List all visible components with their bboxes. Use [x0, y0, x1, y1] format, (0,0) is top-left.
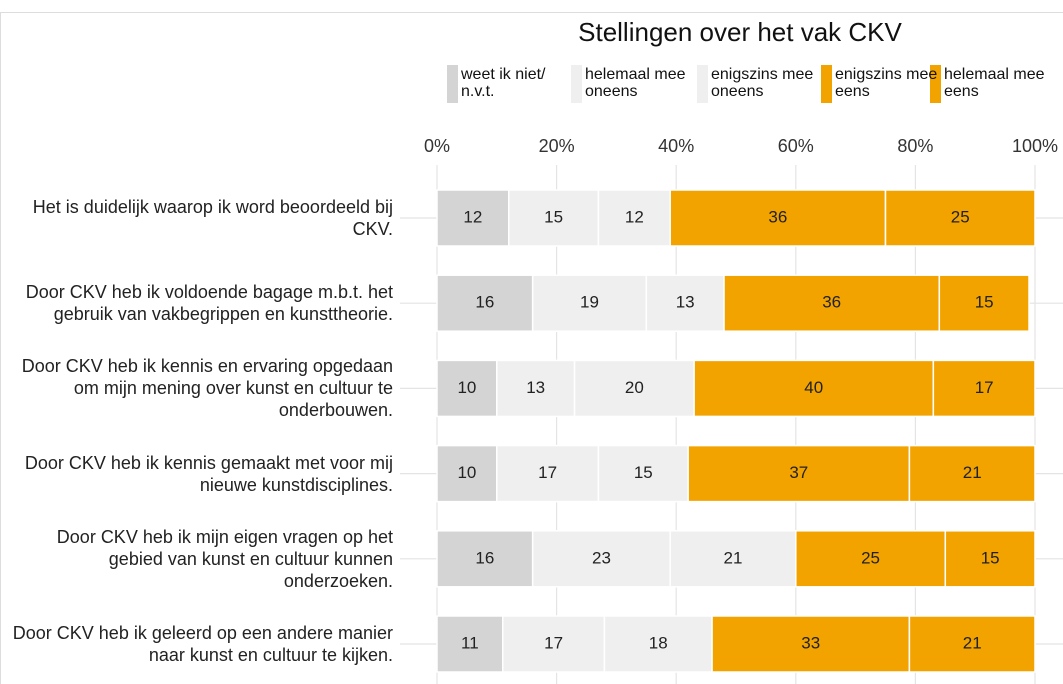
bar-segment: [693, 359, 935, 418]
value-label: 17: [544, 633, 563, 652]
value-label: 15: [634, 463, 653, 482]
value-label: 21: [724, 548, 743, 567]
frame: [0, 12, 1063, 684]
value-label: 10: [457, 463, 476, 482]
value-label: 19: [580, 293, 599, 312]
chart-title: Stellingen over het vak CKV: [578, 17, 902, 47]
legend-swatch: [821, 65, 832, 103]
category-label: Door CKV heb ik mijn eigen vragen op het…: [56, 526, 393, 591]
bar-segment: [938, 274, 1030, 332]
x-tick-label: 80%: [897, 136, 933, 156]
bar-segment: [723, 274, 941, 332]
bar-segment: [436, 530, 534, 588]
value-label: 15: [544, 207, 563, 226]
value-label: 17: [538, 463, 557, 482]
value-label: 16: [475, 293, 494, 312]
legend-swatch: [571, 65, 582, 103]
category-label: Door CKV heb ik voldoende bagage m.b.t. …: [25, 282, 393, 325]
legend-label: enigszins mee oneens: [711, 66, 814, 100]
category-label: Door CKV heb ik geleerd op een andere ma…: [12, 623, 393, 665]
category-label: Door CKV heb ik kennis gemaakt met voor …: [24, 452, 393, 495]
bar-segment: [502, 615, 606, 673]
value-label: 21: [963, 463, 982, 482]
legend-label: enigszins mee eens: [835, 66, 938, 100]
legend-label: weet ik niet/ n.v.t.: [461, 66, 546, 100]
bar-segment: [531, 530, 671, 588]
bar-segment: [795, 530, 947, 588]
value-label: 33: [801, 633, 820, 652]
legend-swatch: [447, 65, 458, 103]
value-label: 37: [789, 463, 808, 482]
bar-segment: [908, 444, 1036, 503]
bar-segment: [496, 444, 600, 503]
value-label: 13: [676, 293, 695, 312]
bar-segment: [932, 359, 1036, 418]
value-label: 15: [981, 548, 1000, 567]
x-tick-label: 20%: [539, 136, 575, 156]
value-label: 17: [975, 378, 994, 397]
value-label: 12: [463, 207, 482, 226]
value-label: 10: [457, 378, 476, 397]
value-label: 20: [625, 378, 644, 397]
bar-segment: [603, 615, 713, 673]
value-label: 25: [951, 207, 970, 226]
value-label: 23: [592, 548, 611, 567]
bar-segment: [436, 274, 534, 332]
bar-segment: [496, 359, 576, 418]
value-label: 40: [804, 378, 823, 397]
x-tick-label: 100%: [1012, 136, 1058, 156]
value-label: 36: [822, 293, 841, 312]
bar-segment: [436, 444, 498, 503]
x-tick-label: 0%: [424, 136, 450, 156]
bar-segment: [669, 530, 797, 588]
value-label: 18: [649, 633, 668, 652]
bar-segment: [944, 530, 1036, 588]
bar-segment: [436, 189, 510, 247]
value-label: 12: [625, 207, 644, 226]
value-label: 36: [768, 207, 787, 226]
x-tick-label: 60%: [778, 136, 814, 156]
value-label: 15: [975, 293, 994, 312]
legend-swatch: [930, 65, 941, 103]
bar-segment: [573, 359, 695, 418]
legend-swatch: [697, 65, 708, 103]
legend-label: helemaal mee eens: [944, 66, 1045, 100]
x-tick-label: 40%: [658, 136, 694, 156]
bar-segment: [711, 615, 911, 673]
bar-segment: [531, 274, 648, 332]
value-label: 11: [461, 633, 479, 652]
bar-segment: [669, 189, 887, 247]
legend-label: helemaal mee oneens: [585, 66, 686, 100]
value-label: 16: [475, 548, 494, 567]
bar-segment: [908, 615, 1036, 673]
value-label: 25: [861, 548, 880, 567]
category-label: Het is duidelijk waarop ik word beoordee…: [32, 197, 393, 239]
category-label: Door CKV heb ik kennis en ervaring opged…: [21, 356, 393, 421]
bar-segment: [687, 444, 911, 503]
value-label: 21: [963, 633, 982, 652]
bar-segment: [884, 189, 1036, 247]
value-label: 13: [526, 378, 545, 397]
bar-segment: [436, 359, 498, 418]
bar-segment: [436, 615, 504, 673]
bar-segment: [597, 444, 689, 503]
bar-segment: [508, 189, 600, 247]
